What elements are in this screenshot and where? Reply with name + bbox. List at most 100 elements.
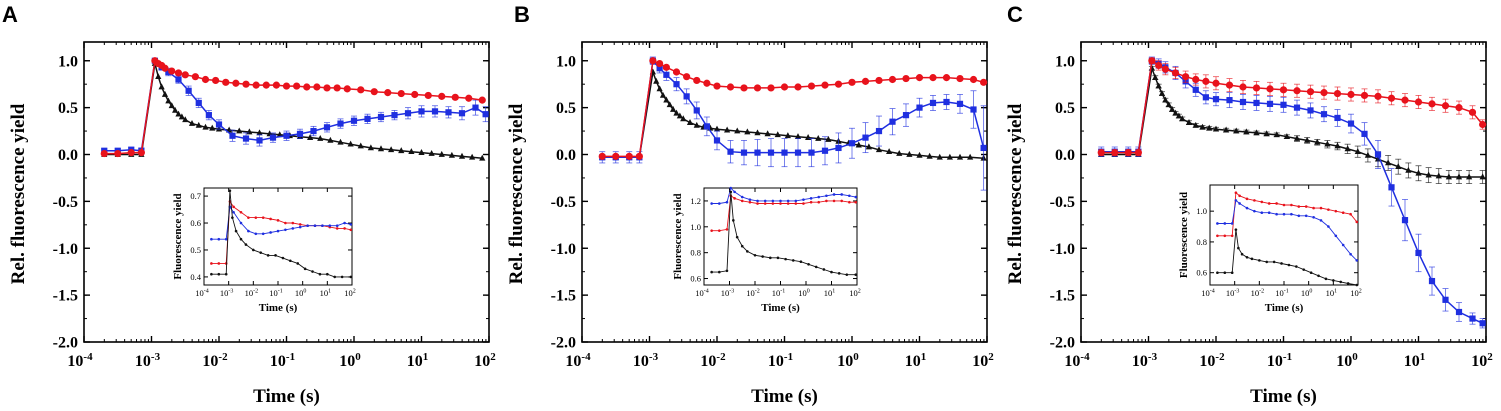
- inset-point-blue: [786, 199, 790, 203]
- inset-point-black: [1295, 265, 1298, 268]
- data-point-black: [1283, 133, 1290, 140]
- data-point-black: [1293, 134, 1301, 141]
- inset-point-black: [1234, 228, 1238, 231]
- data-point-red: [726, 83, 735, 91]
- inset-x-tick-label: 100: [295, 288, 307, 298]
- inset-point-black: [725, 269, 729, 273]
- x-tick-label: 102: [474, 351, 496, 370]
- data-point-black: [236, 127, 243, 134]
- data-point-red: [174, 69, 183, 77]
- data-point-black: [337, 138, 344, 145]
- panel-c: C 10-4 10-3 10-2 10-1 100 101 102 1.0 0.5 0.0 -0.5 -…: [1005, 2, 1493, 407]
- inset-point-blue: [794, 199, 798, 203]
- data-point-black: [469, 153, 476, 160]
- inset-x-axis-title: Time (s): [761, 302, 800, 314]
- data-point-black: [956, 153, 964, 160]
- data-point-blue: [296, 130, 304, 137]
- y-tick-label: -1.0: [551, 241, 576, 258]
- inset-point-red: [1319, 206, 1323, 210]
- data-point-black: [1212, 125, 1220, 132]
- data-point-black: [1354, 148, 1361, 155]
- inset-x-tick-label: 102: [344, 288, 356, 298]
- x-tick-label: 10-4: [565, 351, 591, 370]
- inset-x-axis-title: Time (s): [1265, 302, 1304, 314]
- data-point-blue: [1428, 277, 1436, 285]
- data-point-black: [175, 110, 182, 117]
- data-point-red: [313, 83, 321, 91]
- inset-point-blue: [718, 202, 721, 205]
- data-point-black: [693, 121, 700, 128]
- inset-point-black: [1346, 282, 1350, 285]
- data-point-red: [1347, 90, 1355, 99]
- series-line-red: [104, 59, 483, 155]
- panel-letter: B: [514, 2, 530, 27]
- data-point-red: [767, 84, 775, 92]
- x-tick-label: 101: [407, 351, 429, 370]
- x-tick-label: 100: [837, 351, 859, 370]
- data-point-black: [906, 150, 913, 157]
- inset-point-blue: [1355, 259, 1359, 262]
- data-point-black: [165, 97, 172, 104]
- inset-point-black: [281, 256, 285, 260]
- inset-point-blue: [261, 232, 265, 236]
- inset-point-red: [232, 205, 235, 209]
- data-point-blue: [902, 112, 910, 119]
- inset-point-blue: [1334, 234, 1338, 238]
- inset-point-red: [809, 200, 813, 204]
- data-point-blue: [693, 107, 700, 114]
- inset-series-black: [210, 189, 353, 279]
- data-point-red: [1428, 100, 1436, 108]
- data-point-blue: [1226, 97, 1233, 104]
- inset-x-tick-label: 101: [1326, 288, 1338, 298]
- data-point-blue: [663, 71, 670, 78]
- data-point-blue: [1455, 308, 1463, 316]
- data-point-red: [114, 149, 122, 158]
- data-point-red: [1266, 85, 1274, 93]
- y-tick-label: -0.5: [1050, 194, 1075, 211]
- inset-series-blue: [710, 186, 858, 205]
- data-point-black: [1385, 159, 1392, 166]
- data-point-blue: [794, 149, 802, 156]
- inset-y-tick-label: 0.8: [1196, 237, 1207, 247]
- inset-point-black: [303, 267, 307, 271]
- inset-point-blue: [729, 186, 733, 190]
- inset-x-tick-label: 10-1: [772, 288, 786, 298]
- inset-point-blue: [725, 200, 729, 204]
- inset-point-red: [276, 219, 280, 222]
- inset-point-black: [244, 243, 248, 246]
- inset-point-red: [335, 227, 339, 230]
- data-point-black: [1304, 136, 1311, 143]
- panel-letter: A: [2, 2, 18, 27]
- inset-point-blue: [239, 221, 243, 225]
- inset-point-black: [791, 259, 795, 262]
- inset-point-red: [1304, 205, 1308, 208]
- data-point-black: [666, 101, 673, 108]
- data-point-blue: [1374, 151, 1382, 158]
- series-red: [100, 57, 486, 158]
- data-point-red: [168, 67, 176, 75]
- data-point-black: [195, 121, 202, 128]
- data-point-black: [1233, 127, 1240, 134]
- data-point-black: [327, 136, 334, 143]
- data-point-black: [946, 153, 953, 160]
- inset-point-blue: [817, 195, 821, 199]
- data-point-black: [1185, 119, 1193, 125]
- data-point-red: [807, 82, 816, 90]
- data-point-black: [1199, 123, 1206, 130]
- data-point-black: [673, 109, 680, 116]
- data-point-blue: [269, 134, 277, 141]
- data-point-red: [1279, 86, 1288, 94]
- y-tick-label: -1.5: [53, 288, 78, 305]
- inset-point-blue: [740, 195, 744, 199]
- panel-letter: C: [1007, 2, 1023, 27]
- inset-point-red: [1223, 234, 1227, 238]
- inset-series-black: [710, 190, 858, 276]
- data-point-red: [625, 152, 633, 160]
- data-point-red: [1468, 108, 1477, 116]
- inset-point-blue: [1260, 211, 1264, 214]
- data-point-blue: [821, 147, 829, 154]
- data-point-black: [209, 124, 216, 131]
- data-point-black: [155, 73, 162, 80]
- inset-point-blue: [1234, 199, 1238, 202]
- data-point-red: [656, 59, 664, 68]
